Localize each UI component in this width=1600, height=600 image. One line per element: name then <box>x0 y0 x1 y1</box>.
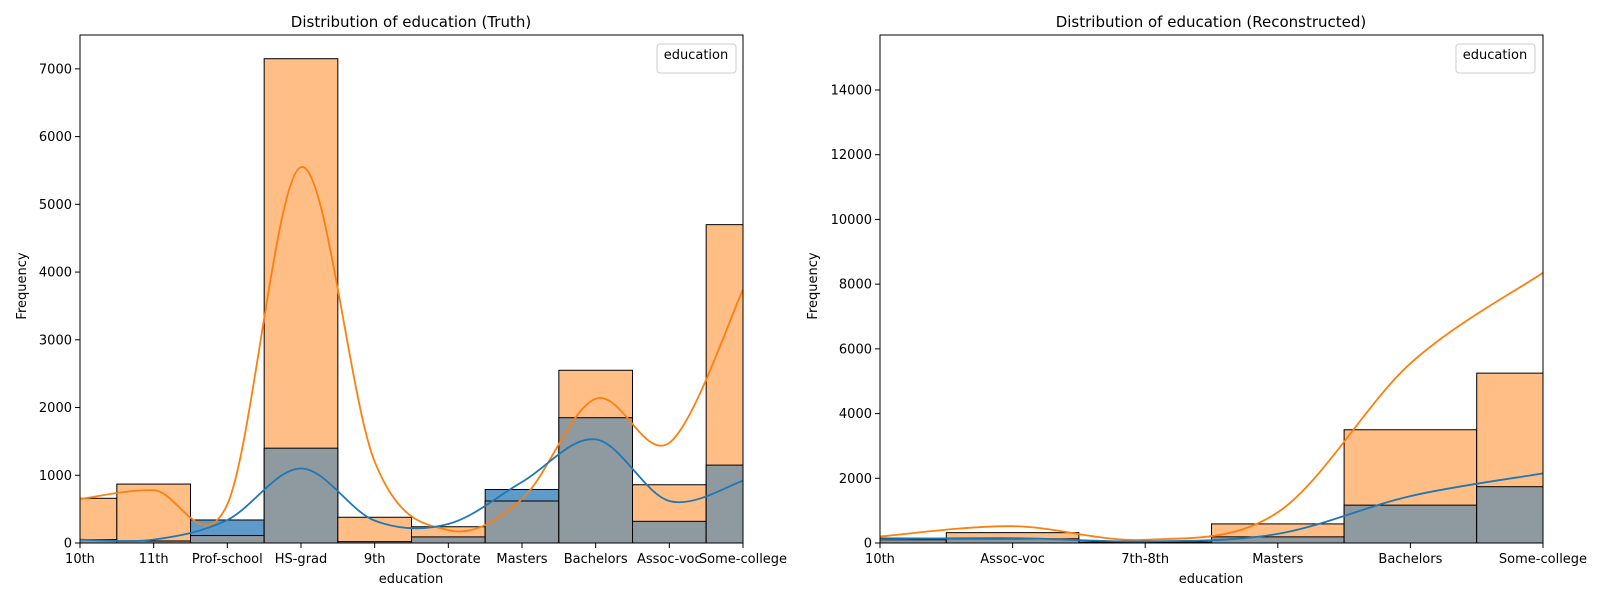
y-tick-label: 0 <box>64 537 72 552</box>
kde-line-series-b <box>879 472 1544 543</box>
y-axis-label: Frequency <box>15 252 30 319</box>
bar-bachelors-overlap <box>1343 504 1478 544</box>
chart-truth: Distribution of education (Truth) educat… <box>15 13 787 587</box>
bar-10th-series-a <box>79 497 118 544</box>
x-tick-label: 7th-8th <box>1121 552 1169 567</box>
x-tick-label: Some-college <box>699 552 787 567</box>
x-tick-label: Masters <box>496 552 547 567</box>
x-tick-label: 11th <box>139 552 169 567</box>
x-tick-label: Prof-school <box>192 552 263 567</box>
y-tick-label: 0 <box>864 537 872 552</box>
legend: education <box>656 43 737 74</box>
y-tick-label: 1000 <box>39 469 72 484</box>
x-tick-label: 10th <box>865 552 895 567</box>
kde-line-series-a <box>79 166 744 533</box>
x-tick-label: 10th <box>65 552 95 567</box>
bar-assoc-voc-overlap <box>632 520 707 544</box>
bar-doctorate-overlap <box>411 536 486 544</box>
legend-box <box>656 43 737 74</box>
kde-line-series-b <box>79 438 744 542</box>
y-axis-label: Frequency <box>806 252 821 319</box>
chart-title: Distribution of education (Reconstructed… <box>1056 13 1367 31</box>
y-tick-label: 5000 <box>39 198 72 213</box>
y-tick-label: 3000 <box>39 333 72 348</box>
x-tick-label: Bachelors <box>1378 552 1442 567</box>
bar-11th-series-a <box>116 483 191 544</box>
kde-line-series-a <box>879 272 1544 541</box>
bar-masters-overlap <box>484 500 560 544</box>
y-tick-label: 4000 <box>839 407 872 422</box>
x-tick-label: Bachelors <box>564 552 628 567</box>
axes-frame <box>79 34 744 544</box>
y-tick-label: 8000 <box>839 278 872 293</box>
bar-hs-grad-overlap <box>263 447 339 544</box>
y-tick-label: 14000 <box>831 84 872 99</box>
legend: education <box>1455 43 1536 74</box>
x-axis-label: education <box>1179 572 1244 587</box>
bar-bachelors-overlap <box>558 417 633 544</box>
legend-box <box>1455 43 1536 74</box>
x-tick-label: Assoc-voc <box>980 552 1045 567</box>
legend-title: education <box>664 48 729 63</box>
bar-some-college-overlap <box>705 464 744 544</box>
x-tick-label: Some-college <box>1499 552 1587 567</box>
bar-prof-school-overlap <box>190 535 265 544</box>
y-tick-label: 4000 <box>39 266 72 281</box>
x-tick-label: Doctorate <box>416 552 481 567</box>
chart-title: Distribution of education (Truth) <box>291 13 531 31</box>
x-axis-label: education <box>379 572 444 587</box>
y-tick-label: 2000 <box>39 401 72 416</box>
y-tick-label: 6000 <box>39 130 72 145</box>
y-tick-label: 2000 <box>839 472 872 487</box>
x-tick-label: 9th <box>364 552 386 567</box>
axes-frame <box>879 34 1544 544</box>
plot-area: 0 2000 4000 6000 8000 10000 12000 14000 10th Asso… <box>831 34 1587 567</box>
chart-reconstructed: Distribution of education (Reconstructed… <box>806 13 1587 587</box>
x-tick-label: Masters <box>1252 552 1303 567</box>
x-tick-label: Assoc-voc <box>637 552 702 567</box>
legend-title: education <box>1463 48 1528 63</box>
x-tick-label: HS-grad <box>275 552 328 567</box>
y-tick-label: 12000 <box>831 148 872 163</box>
y-tick-label: 7000 <box>39 62 72 77</box>
y-tick-label: 6000 <box>839 342 872 357</box>
bar-some-college-overlap <box>1476 486 1544 544</box>
y-tick-label: 10000 <box>831 213 872 228</box>
plot-area: 0 1000 2000 3000 4000 5000 6000 7000 10th 11th Pro… <box>39 34 787 567</box>
bar-9th-series-a <box>337 516 413 544</box>
